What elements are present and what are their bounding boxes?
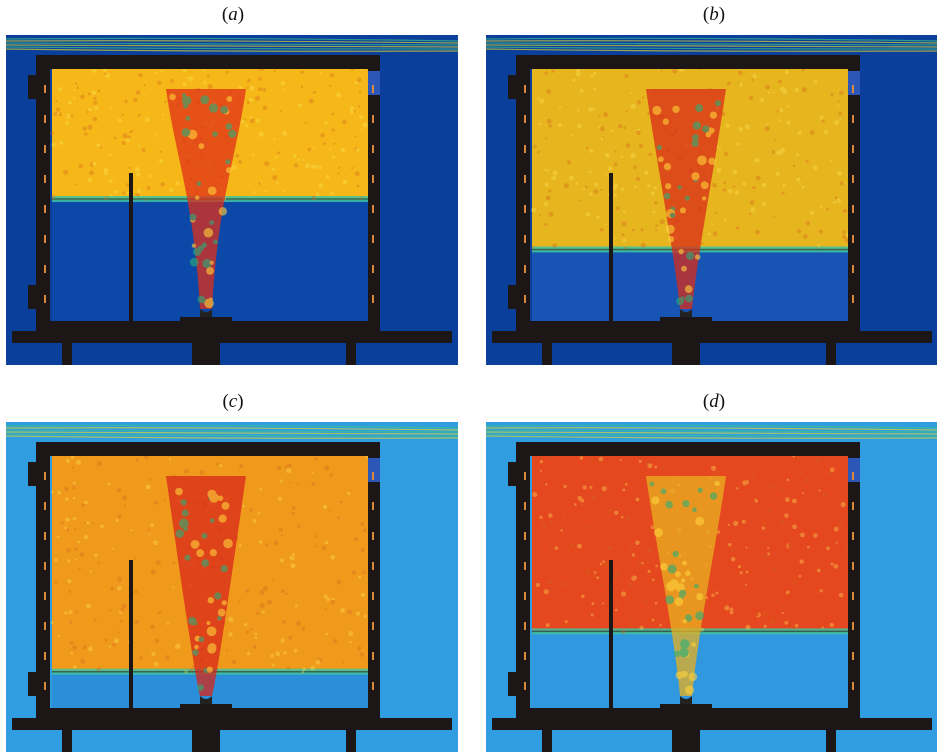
outflow-streak	[6, 42, 458, 46]
outflow-streak	[6, 46, 458, 50]
tank-top-frame	[36, 442, 378, 456]
outflow-streak	[486, 429, 937, 433]
source-nozzle	[200, 696, 212, 706]
baffle-rod	[129, 173, 133, 323]
outflow-streak	[6, 433, 458, 437]
baffle-rod	[129, 560, 133, 710]
tank-right-wall	[848, 442, 860, 718]
tank-figure	[486, 422, 937, 752]
panel-c-image	[6, 422, 458, 752]
outflow-streak	[6, 37, 458, 42]
tank-figure	[486, 35, 937, 365]
outflow-streak	[6, 427, 458, 431]
plume	[166, 89, 246, 309]
tank-left-wall	[516, 442, 530, 718]
outflow-streak	[486, 40, 937, 44]
tank-left-wall	[516, 55, 530, 331]
turbulence-texture	[532, 453, 851, 635]
tank-right-wall	[368, 55, 380, 331]
outflow-streak	[6, 435, 458, 439]
plume	[646, 476, 726, 696]
tank-left-wall	[36, 442, 50, 718]
outflow-streak	[486, 427, 937, 431]
tank-figure	[6, 422, 458, 752]
outflow-streak	[486, 48, 937, 52]
source-nozzle	[200, 309, 212, 319]
outflow-streak	[486, 435, 937, 439]
vent-opening	[848, 458, 860, 482]
panel-label-b: (b)	[702, 4, 726, 25]
panel-b-image	[486, 35, 937, 365]
plume-eddies	[175, 487, 233, 691]
panel-label-c: (c)	[222, 391, 244, 412]
outflow-streak	[486, 424, 937, 429]
outflow-streak	[6, 40, 458, 44]
outflow-streak	[6, 44, 458, 48]
baffle-rod	[609, 173, 613, 323]
burner-housing	[180, 704, 232, 730]
source-nozzle	[680, 309, 692, 319]
tank-top-frame	[516, 442, 858, 456]
outflow-streak	[486, 42, 937, 46]
vent-opening	[848, 71, 860, 95]
tank-right-wall	[848, 55, 860, 331]
outflow-streak	[486, 37, 937, 42]
vent-opening	[368, 458, 380, 482]
tank-right-wall	[368, 442, 380, 718]
outflow-streak	[486, 431, 937, 435]
burner-housing	[660, 317, 712, 343]
source-nozzle	[680, 696, 692, 706]
panel-label-a: (a)	[221, 4, 245, 25]
burner-housing	[180, 317, 232, 343]
plume-eddies	[169, 93, 237, 309]
outflow-streak	[6, 48, 458, 52]
outflow-streak	[6, 431, 458, 435]
outflow-streak	[6, 429, 458, 433]
tank-top-frame	[516, 55, 858, 69]
panel-label-d: (d)	[702, 391, 726, 412]
tank-top-frame	[36, 55, 378, 69]
outflow-streak	[6, 424, 458, 429]
outflow-streak	[486, 46, 937, 50]
outflow-streak	[486, 44, 937, 48]
panel-d-image	[486, 422, 937, 752]
burner-housing	[660, 704, 712, 730]
plume-eddies	[652, 100, 722, 306]
vent-opening	[368, 71, 380, 95]
panel-a-image	[6, 35, 458, 365]
tank-figure	[6, 35, 458, 365]
baffle-rod	[609, 560, 613, 710]
tank-left-wall	[36, 55, 50, 331]
outflow-streak	[486, 433, 937, 437]
plume-eddies	[649, 480, 720, 695]
